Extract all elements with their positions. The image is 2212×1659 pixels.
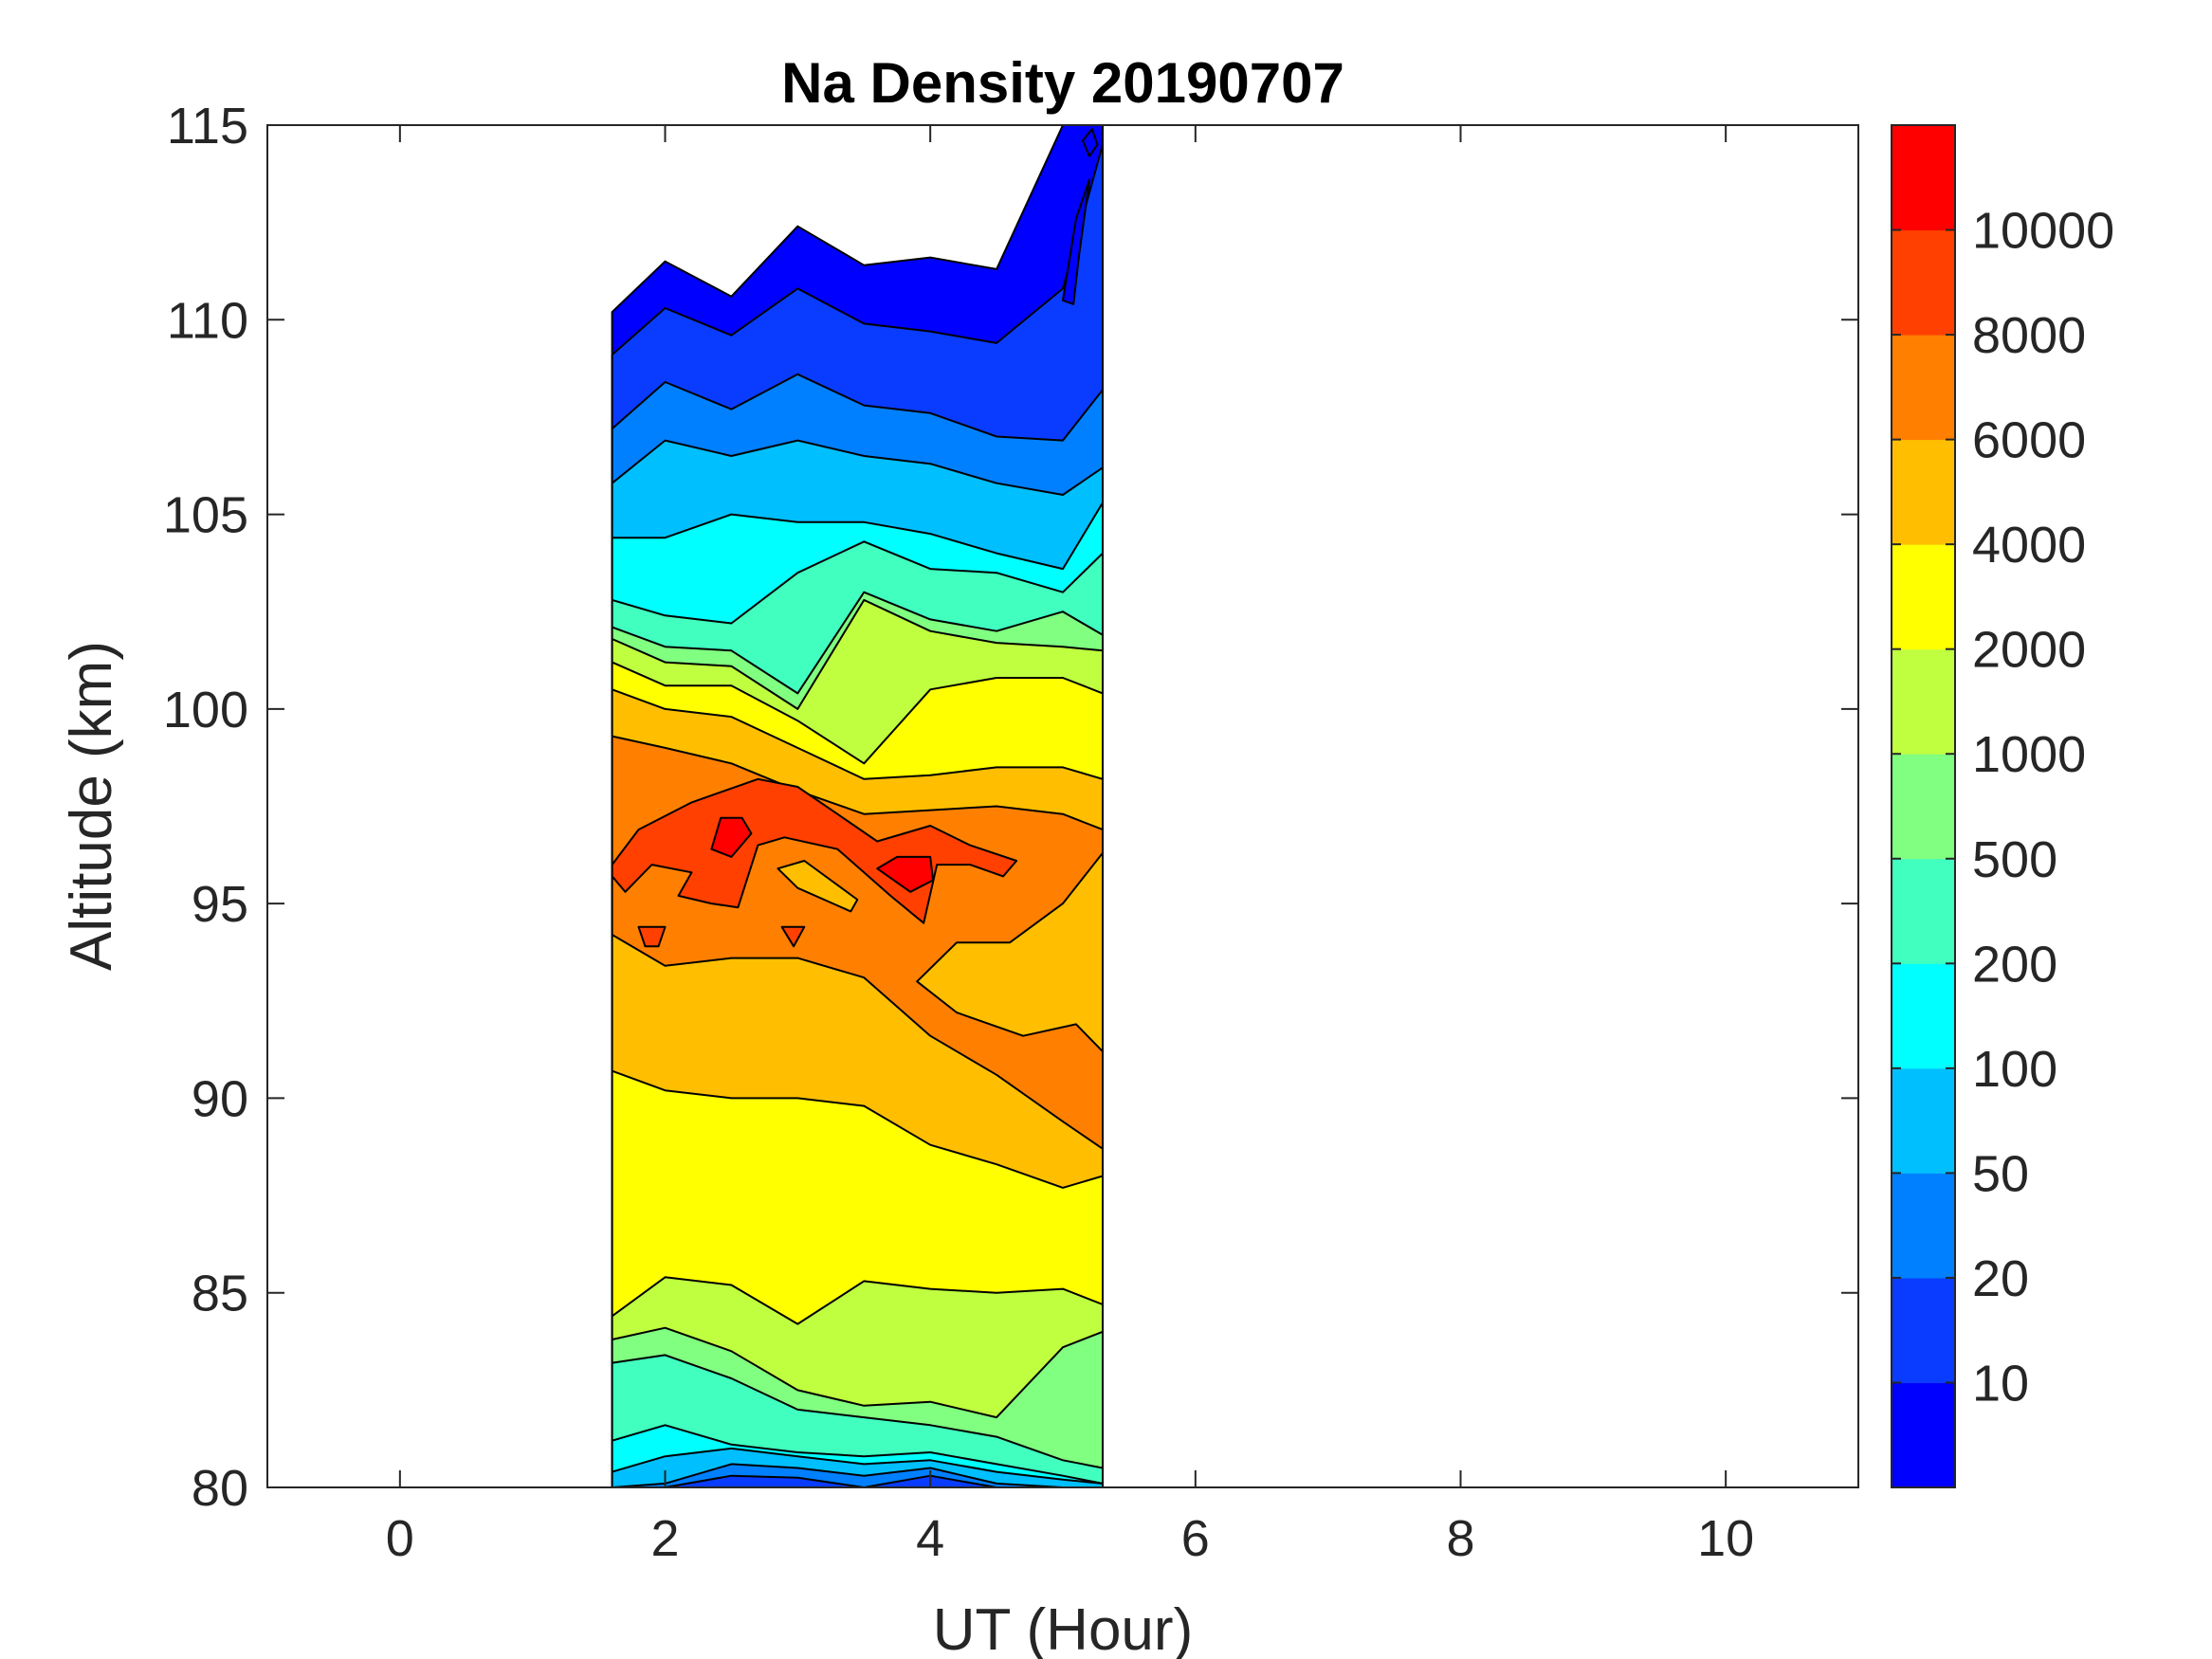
chart-title: Na Density 20190707 [781,51,1344,115]
colorbar-tick-label: 20 [1972,1250,2029,1307]
contour-patch-10000 [876,855,934,893]
y-tick-label: 110 [167,292,248,349]
contour-patch-8000 [780,925,806,948]
contour-patch-10000 [710,816,753,858]
colorbar-tick-label: 100 [1972,1041,2057,1098]
colorbar-tick-label: 8000 [1972,307,2086,364]
contour-patch-4000 [916,851,1104,1053]
y-tick-label: 80 [192,1460,248,1517]
contour-patch-8000 [637,925,667,948]
x-axis-label: UT (Hour) [933,1597,1193,1659]
x-tick-label: 8 [1446,1510,1474,1567]
colorbar-swatch [1892,335,1955,441]
colorbar-tick-label: 1000 [1972,726,2086,783]
colorbar: 10 20 50 100 200 500 1000 2000 4000 6000 8000 10000 [1891,124,2114,1488]
colorbar-tick-label: 50 [1972,1145,2029,1202]
y-tick-label: 100 [163,682,248,738]
x-axis-ticks: 0 2 4 6 8 10 [386,125,1754,1567]
y-tick-label: 90 [192,1070,248,1127]
colorbar-swatch [1892,963,1955,1069]
colorbar-swatch [1892,1067,1955,1174]
colorbar-frame [1891,124,1956,1488]
contour-fills [611,124,1104,1488]
colorbar-tick-label: 200 [1972,936,2057,993]
y-tick-label: 85 [192,1266,248,1322]
colorbar-tick-label: 10 [1972,1355,2029,1412]
contour-patch-0 [1082,128,1099,157]
y-tick-label: 105 [163,487,248,544]
colorbar-tick-label: 10000 [1972,203,2114,260]
plot-area: 0 2 4 6 8 10 80 85 90 95 100 105 110 115 [163,98,1859,1567]
colorbar-tick-label: 2000 [1972,622,2086,679]
colorbar-swatch [1892,1277,1955,1383]
x-tick-label: 2 [650,1510,679,1567]
y-tick-label: 95 [192,876,248,933]
axes-box [266,124,1859,1488]
y-axis-label: Altitude (km) [59,641,124,971]
x-tick-label: 10 [1697,1510,1754,1567]
colorbar-swatch [1892,648,1955,755]
colorbar-swatch [1892,1382,1955,1488]
colorbar-swatch [1892,439,1955,545]
colorbar-swatch [1892,544,1955,650]
colorbar-swatch [1892,229,1955,336]
colorbar-tick-label: 4000 [1972,517,2086,574]
contour-patch-0 [1062,178,1090,305]
colorbar-swatch [1892,1173,1955,1279]
colorbar-swatch [1892,125,1955,231]
colorbar-swatch [1892,858,1955,964]
colorbar-swatch [1892,754,1955,860]
x-tick-label: 6 [1181,1510,1210,1567]
x-tick-label: 0 [386,1510,414,1567]
y-axis-ticks: 80 85 90 95 100 105 110 115 [163,98,1858,1517]
colorbar-tick-label: 500 [1972,831,2057,888]
colorbar-tick-label: 6000 [1972,412,2086,469]
y-tick-label: 115 [167,98,248,155]
x-tick-label: 4 [916,1510,944,1567]
contour-patch-4000 [777,860,859,913]
